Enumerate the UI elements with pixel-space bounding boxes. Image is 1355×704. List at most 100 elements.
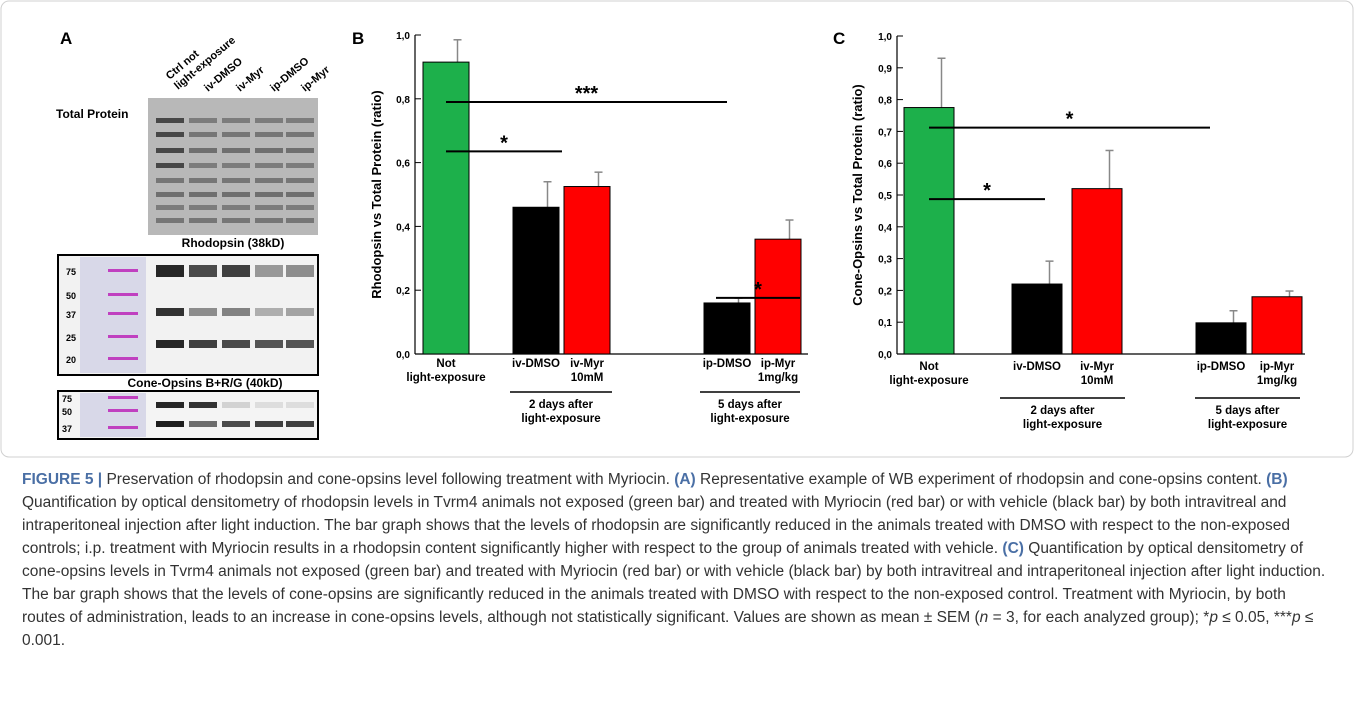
blot-band <box>189 308 217 316</box>
blot-band <box>156 421 184 427</box>
group-label: 5 days afterlight-exposure <box>710 399 789 425</box>
blot-band <box>255 421 283 427</box>
bar <box>1072 189 1122 354</box>
y-tick-label: 0,2 <box>878 286 892 297</box>
blot-band <box>189 218 217 223</box>
blot-band <box>189 402 217 408</box>
blot-band <box>286 163 314 168</box>
blot-band <box>222 192 250 197</box>
y-tick-label: 0,5 <box>878 191 892 202</box>
significance-mark: * <box>500 132 508 154</box>
blot-band <box>156 192 184 197</box>
blot-band <box>156 118 184 123</box>
ladder-label: 20 <box>66 355 76 365</box>
bar <box>564 187 610 354</box>
group-label: 5 days afterlight-exposure <box>1208 405 1287 431</box>
blot-band <box>286 192 314 197</box>
ladder-band <box>108 269 138 272</box>
blot-band <box>156 178 184 183</box>
blot-band <box>189 178 217 183</box>
bar <box>1012 284 1062 354</box>
blot-band <box>222 132 250 137</box>
blot-band <box>156 402 184 408</box>
blot-band <box>222 340 250 348</box>
ladder <box>80 393 146 437</box>
blot-band <box>286 148 314 153</box>
x-tick-label: Notlight-exposure <box>889 361 968 387</box>
blot-band <box>222 218 250 223</box>
caption-text: p <box>1292 609 1301 626</box>
bar <box>1196 323 1246 354</box>
ladder-band <box>108 293 138 296</box>
blot-band <box>255 148 283 153</box>
blot-band <box>156 163 184 168</box>
blot-band <box>286 308 314 316</box>
caption: FIGURE 5 | Preservation of rhodopsin and… <box>22 468 1332 652</box>
blot-band <box>222 205 250 210</box>
x-tick-label: iv-DMSO <box>1013 361 1061 373</box>
y-tick-label: 0,0 <box>396 350 410 361</box>
blot-band <box>222 163 250 168</box>
ladder-band <box>108 409 138 412</box>
blot-band <box>255 205 283 210</box>
bar <box>904 108 954 354</box>
x-tick-label: ip-DMSO <box>703 358 752 370</box>
blot-label: Cone-Opsins B+R/G (40kD) <box>127 376 282 390</box>
blot-band <box>255 192 283 197</box>
blot-band <box>156 218 184 223</box>
y-tick-label: 0,6 <box>878 159 892 170</box>
blot-band <box>255 178 283 183</box>
blot-band <box>255 402 283 408</box>
ladder-band <box>108 357 138 360</box>
ladder-label: 37 <box>62 424 72 434</box>
blot-band <box>255 308 283 316</box>
y-tick-label: 1,0 <box>878 32 892 43</box>
blot-band <box>286 421 314 427</box>
blot-band <box>255 163 283 168</box>
x-tick-label: iv-Myr10mM <box>1080 361 1114 387</box>
lane-label: Ctrl notlight-exposure <box>164 24 238 92</box>
significance-mark: * <box>1066 109 1074 131</box>
blot-band <box>222 148 250 153</box>
blot-band <box>255 118 283 123</box>
significance-mark: * <box>983 180 991 202</box>
caption-text: Representative example of WB experiment … <box>696 471 1266 488</box>
blot-band <box>286 132 314 137</box>
blot-band <box>156 205 184 210</box>
ladder-label: 37 <box>66 310 76 320</box>
ladder-band <box>108 396 138 399</box>
blot-band <box>286 218 314 223</box>
blot-band <box>286 118 314 123</box>
bar <box>423 62 469 354</box>
blot-band <box>189 265 217 277</box>
caption-text: (C) <box>1002 540 1024 557</box>
caption-text: (B) <box>1266 471 1288 488</box>
ladder-band <box>108 426 138 429</box>
y-axis-label: Rhodopsin vs Total Protein (ratio) <box>369 90 384 298</box>
blot-band <box>286 265 314 277</box>
caption-text: p <box>1209 609 1218 626</box>
caption-text: FIGURE 5 | <box>22 471 102 488</box>
blot-band <box>255 132 283 137</box>
y-tick-label: 1,0 <box>396 31 410 42</box>
ladder-label: 50 <box>62 407 72 417</box>
x-tick-label: iv-DMSO <box>512 358 560 370</box>
blot-label: Rhodopsin (38kD) <box>182 236 285 250</box>
y-tick-label: 0,1 <box>878 318 892 329</box>
blot-band <box>156 148 184 153</box>
blot-band <box>255 265 283 277</box>
blot-band <box>222 402 250 408</box>
y-tick-label: 0,2 <box>396 286 410 297</box>
y-tick-label: 0,4 <box>396 222 410 233</box>
blot-band <box>222 308 250 316</box>
figure: A Total Protein Rhodopsin (38kD) Cone-Op… <box>0 0 1355 460</box>
panel-label: A <box>60 29 72 48</box>
caption-text: = 3, for each analyzed group); <box>988 609 1203 626</box>
caption-text: n <box>980 609 989 626</box>
bar <box>704 303 750 354</box>
blot-band <box>286 178 314 183</box>
caption-text: (A) <box>674 471 696 488</box>
blot-band <box>156 340 184 348</box>
